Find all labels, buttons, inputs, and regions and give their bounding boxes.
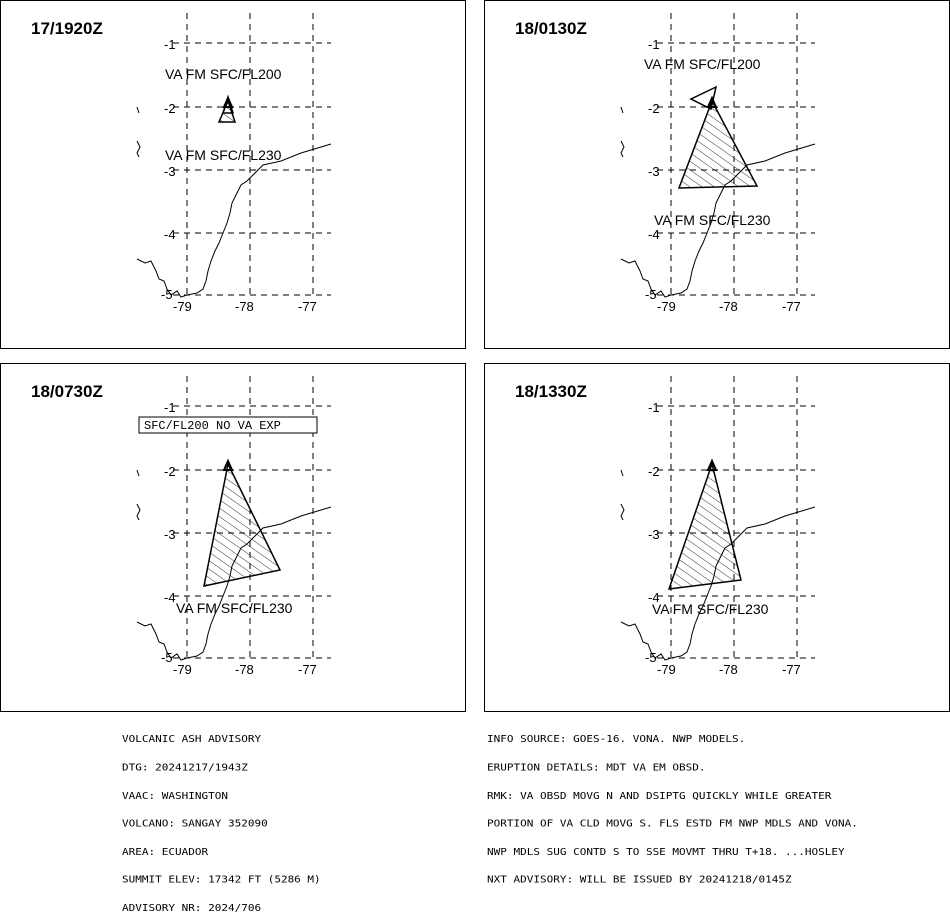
- ash-label: VA FM SFC/FL230: [654, 212, 771, 228]
- advisory-line: VAAC: WASHINGTON: [122, 789, 228, 802]
- grid-lines: [657, 13, 815, 296]
- map-panel-3-svg: SFC/FL200 NO VA EXP -1 -2 -3 -4 -5 -79 -…: [136, 376, 332, 677]
- lon-tick: -79: [657, 662, 676, 677]
- advisory-line: VOLCANO: SANGAY 352090: [122, 817, 268, 830]
- advisory-line: RMK: VA OBSD MOVG N AND DSIPTG QUICKLY W…: [487, 789, 832, 802]
- map-panel-4: -1 -2 -3 -4 -5 -79 -78 -77 VA FM SFC/FL2…: [484, 363, 950, 712]
- ash-label: VA FM SFC/FL200: [644, 56, 761, 72]
- no-ash-label-box: [138, 416, 318, 434]
- lat-tick: -3: [648, 164, 660, 179]
- lon-tick: -77: [782, 299, 801, 314]
- lon-tick: -78: [235, 662, 254, 677]
- coastline: [136, 143, 332, 298]
- map-panel-1: -1 -2 -3 -4 -5 -79 -78 -77 VA FM SFC/FL2…: [0, 0, 466, 349]
- panel-time: 17/1920Z: [31, 19, 103, 38]
- ash-polygon-fl230: [667, 461, 742, 590]
- ash-polygon-fl200: [689, 85, 718, 111]
- advisory-line: NWP MDLS SUG CONTD S TO SSE MOVMT THRU T…: [487, 845, 845, 858]
- lat-tick: -3: [164, 164, 176, 179]
- lat-tick: -5: [161, 650, 173, 665]
- lat-tick: -2: [648, 101, 660, 116]
- lat-tick: -5: [645, 287, 657, 302]
- lon-tick: -79: [173, 299, 192, 314]
- lon-tick: -77: [298, 299, 317, 314]
- ash-polygon-fl230: [677, 99, 759, 189]
- grid-lines: [657, 376, 815, 659]
- lat-tick: -5: [161, 287, 173, 302]
- advisory-line: DTG: 20241217/1943Z: [122, 761, 248, 774]
- lon-tick: -79: [173, 662, 192, 677]
- lat-tick: -3: [164, 527, 176, 542]
- map-panel-1-svg: -1 -2 -3 -4 -5 -79 -78 -77 VA FM SFC/FL2…: [136, 13, 332, 314]
- advisory-line: INFO SOURCE: GOES-16. VONA. NWP MODELS.: [487, 732, 746, 745]
- lat-tick: -1: [164, 400, 176, 415]
- advisory-line: PORTION OF VA CLD MOVG S. FLS ESTD FM NW…: [487, 817, 858, 830]
- map-panel-4-svg: -1 -2 -3 -4 -5 -79 -78 -77 VA FM SFC/FL2…: [620, 376, 816, 677]
- panel-time: 18/0130Z: [515, 19, 587, 38]
- volcano-icon: [222, 458, 234, 471]
- ash-label: VA FM SFC/FL230: [176, 600, 293, 616]
- lat-tick: -4: [164, 590, 176, 605]
- volcano-icon: [222, 95, 234, 108]
- lon-tick: -78: [719, 299, 738, 314]
- lon-tick: -77: [782, 662, 801, 677]
- advisory-line: SUMMIT ELEV: 17342 FT (5286 M): [122, 873, 321, 886]
- lat-tick: -2: [648, 464, 660, 479]
- volcano-icon: [706, 458, 718, 471]
- lat-tick: -4: [648, 590, 660, 605]
- lon-tick: -78: [235, 299, 254, 314]
- advisory-line: NXT ADVISORY: WILL BE ISSUED BY 20241218…: [487, 873, 792, 886]
- advisory-right-block: INFO SOURCE: GOES-16. VONA. NWP MODELS. …: [487, 716, 858, 894]
- advisory-line: AREA: ECUADOR: [122, 845, 209, 858]
- ash-label: VA FM SFC/FL230: [652, 601, 769, 617]
- lat-tick: -1: [648, 37, 660, 52]
- map-panel-3: SFC/FL200 NO VA EXP -1 -2 -3 -4 -5 -79 -…: [0, 363, 466, 712]
- no-ash-label: SFC/FL200 NO VA EXP: [144, 419, 281, 433]
- lat-tick: -5: [645, 650, 657, 665]
- lat-tick: -2: [164, 464, 176, 479]
- lat-tick: -1: [648, 400, 660, 415]
- panel-time: 18/0730Z: [31, 382, 103, 401]
- advisory-line: ADVISORY NR: 2024/706: [122, 901, 262, 914]
- map-panel-2-svg: -1 -2 -3 -4 -5 -79 -78 -77 VA FM SFC/FL2…: [620, 13, 816, 314]
- lat-tick: -2: [164, 101, 176, 116]
- ash-label: VA FM SFC/FL200: [165, 66, 282, 82]
- volcano-icon: [706, 95, 718, 108]
- map-panel-2: -1 -2 -3 -4 -5 -79 -78 -77 VA FM SFC/FL2…: [484, 0, 950, 349]
- lon-tick: -79: [657, 299, 676, 314]
- lat-tick: -4: [648, 227, 660, 242]
- panel-time: 18/1330Z: [515, 382, 587, 401]
- advisory-left-block: VOLCANIC ASH ADVISORY DTG: 20241217/1943…: [122, 716, 321, 922]
- lat-tick: -4: [164, 227, 176, 242]
- lat-tick: -3: [648, 527, 660, 542]
- ash-polygon-fl230: [203, 461, 282, 587]
- advisory-line: ERUPTION DETAILS: MDT VA EM OBSD.: [487, 761, 706, 774]
- ash-label: VA FM SFC/FL230: [165, 147, 282, 163]
- lat-tick: -1: [164, 37, 176, 52]
- grid-lines: [173, 13, 331, 296]
- coastline: [620, 506, 816, 661]
- lon-tick: -77: [298, 662, 317, 677]
- advisory-line: VOLCANIC ASH ADVISORY: [122, 732, 262, 745]
- lon-tick: -78: [719, 662, 738, 677]
